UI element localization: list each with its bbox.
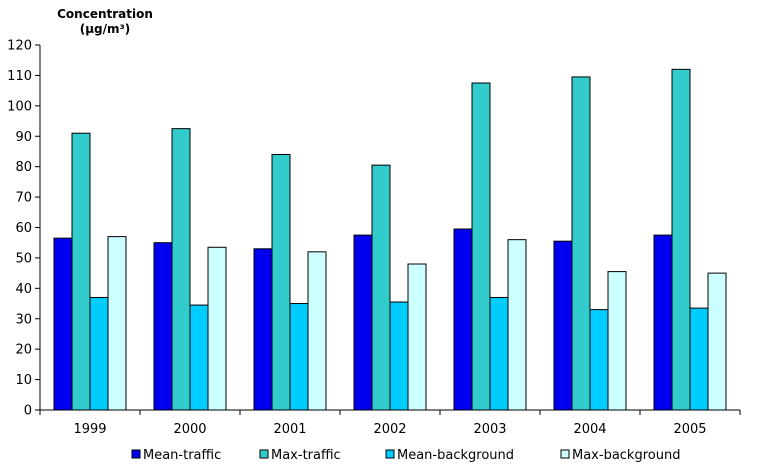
bar-max-traffic-2002 bbox=[371, 164, 391, 411]
y-tick-label: 50 bbox=[15, 251, 32, 266]
bar-mean-traffic-2005 bbox=[653, 234, 673, 411]
y-tick-label: 60 bbox=[15, 221, 32, 236]
y-tick-label: 90 bbox=[15, 130, 32, 145]
x-tick-label: 2000 bbox=[173, 422, 206, 437]
bars bbox=[53, 68, 727, 411]
x-tick-label: 2001 bbox=[273, 422, 306, 437]
legend-swatch bbox=[385, 449, 395, 459]
legend-label: Max-background bbox=[572, 448, 680, 463]
bar-mean-background-2003 bbox=[489, 296, 509, 411]
bar-max-traffic-2001 bbox=[271, 154, 291, 411]
y-tick-label: 30 bbox=[15, 312, 32, 327]
y-axis-label-line2: (µg/m³) bbox=[80, 22, 131, 36]
y-tick-label: 120 bbox=[7, 39, 32, 54]
y-tick-label: 110 bbox=[7, 69, 32, 84]
x-tick-label: 2004 bbox=[573, 422, 606, 437]
bar-max-traffic-2000 bbox=[171, 128, 191, 411]
x-tick-label: 2002 bbox=[373, 422, 406, 437]
bar-mean-background-1999 bbox=[89, 296, 109, 411]
axes bbox=[39, 45, 740, 411]
y-axis-ticks: 0 10 20 30 40 50 60 70 80 90 100 110 120 bbox=[7, 39, 40, 419]
bar-max-background-2002 bbox=[407, 263, 427, 411]
bar-max-background-1999 bbox=[107, 236, 127, 411]
bar-mean-traffic-2003 bbox=[453, 228, 473, 411]
bar-max-background-2003 bbox=[507, 239, 527, 411]
y-axis-label-line1: Concentration bbox=[57, 7, 153, 21]
bar-mean-traffic-2001 bbox=[253, 248, 273, 411]
bar-max-background-2004 bbox=[607, 271, 627, 411]
y-tick-label: 40 bbox=[15, 282, 32, 297]
legend-swatch bbox=[259, 449, 269, 459]
legend-label: Mean-background bbox=[397, 448, 514, 463]
bar-mean-background-2004 bbox=[589, 309, 609, 411]
x-tick-label: 2003 bbox=[473, 422, 506, 437]
bar-max-traffic-2005 bbox=[671, 68, 691, 411]
bar-mean-traffic-2000 bbox=[153, 242, 173, 411]
x-axis-ticks: 1999 2000 2001 2002 2003 2004 2005 bbox=[39, 410, 741, 437]
y-tick-label: 10 bbox=[15, 373, 32, 388]
x-tick-label: 2005 bbox=[673, 422, 706, 437]
bar-max-traffic-2003 bbox=[471, 82, 491, 411]
legend-swatch bbox=[560, 449, 570, 459]
legend-label: Max-traffic bbox=[271, 448, 341, 463]
bar-max-background-2000 bbox=[207, 246, 227, 411]
bar-mean-background-2005 bbox=[689, 307, 709, 411]
bar-mean-background-2000 bbox=[189, 304, 209, 411]
y-tick-label: 20 bbox=[15, 343, 32, 358]
bar-mean-background-2002 bbox=[389, 301, 409, 411]
y-tick-label: 80 bbox=[15, 160, 32, 175]
legend-swatch bbox=[131, 449, 141, 459]
y-tick-label: 100 bbox=[7, 99, 32, 114]
y-tick-label: 70 bbox=[15, 191, 32, 206]
x-tick-label: 1999 bbox=[73, 422, 106, 437]
bar-mean-traffic-2004 bbox=[553, 240, 573, 411]
bar-mean-traffic-2002 bbox=[353, 234, 373, 411]
bar-mean-background-2001 bbox=[289, 303, 309, 411]
legend-label: Mean-traffic bbox=[143, 448, 221, 463]
bar-mean-traffic-1999 bbox=[53, 237, 73, 411]
y-tick-label: 0 bbox=[24, 404, 32, 419]
bar-max-background-2001 bbox=[307, 251, 327, 411]
legend: Mean-traffic Max-traffic Mean-background Ma… bbox=[131, 448, 680, 463]
bar-max-background-2005 bbox=[707, 272, 727, 411]
bar-max-traffic-1999 bbox=[71, 132, 91, 411]
bar-max-traffic-2004 bbox=[571, 76, 591, 411]
